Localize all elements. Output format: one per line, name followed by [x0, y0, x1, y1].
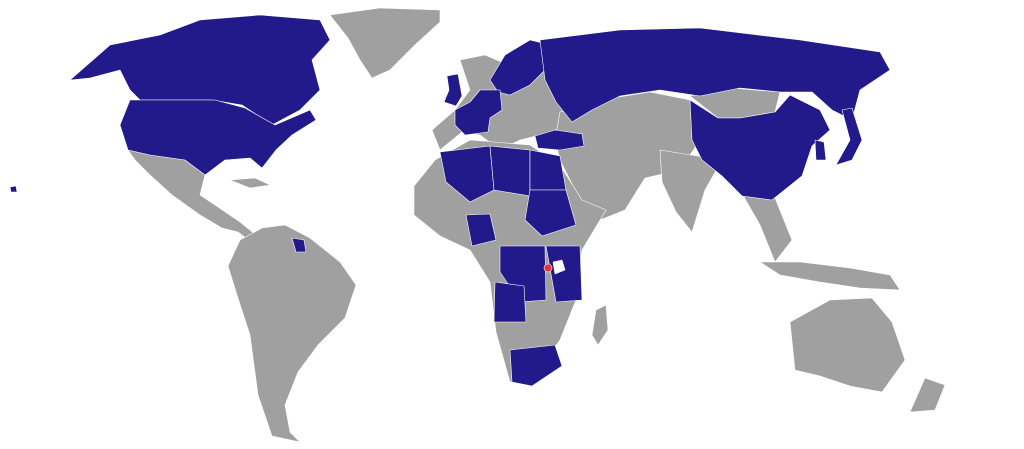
rwanda-burundi [543, 263, 553, 273]
caribbean [229, 177, 271, 189]
south-america [227, 224, 357, 443]
greenland [329, 7, 441, 79]
china [689, 94, 831, 201]
new-zealand [909, 377, 946, 413]
libya [489, 145, 531, 197]
highlighted-countries [9, 14, 891, 387]
madagascar [591, 304, 609, 346]
united-kingdom [443, 73, 463, 107]
russia [539, 27, 891, 123]
japan [835, 107, 863, 166]
south-africa [509, 344, 563, 387]
nigeria [465, 213, 497, 247]
indonesia [759, 261, 901, 291]
pacific-island [9, 185, 18, 193]
algeria [439, 145, 495, 203]
turkey [534, 129, 585, 151]
east-africa [545, 245, 583, 303]
korea [814, 139, 827, 161]
sudan [524, 189, 577, 237]
australia [789, 297, 906, 393]
angola [493, 281, 527, 323]
usa [119, 99, 317, 176]
france-germany-benelux [454, 89, 503, 136]
canada-alaska [69, 14, 331, 126]
lake-victoria [552, 259, 566, 275]
guyana [291, 237, 307, 253]
southeast-asia [739, 189, 793, 263]
